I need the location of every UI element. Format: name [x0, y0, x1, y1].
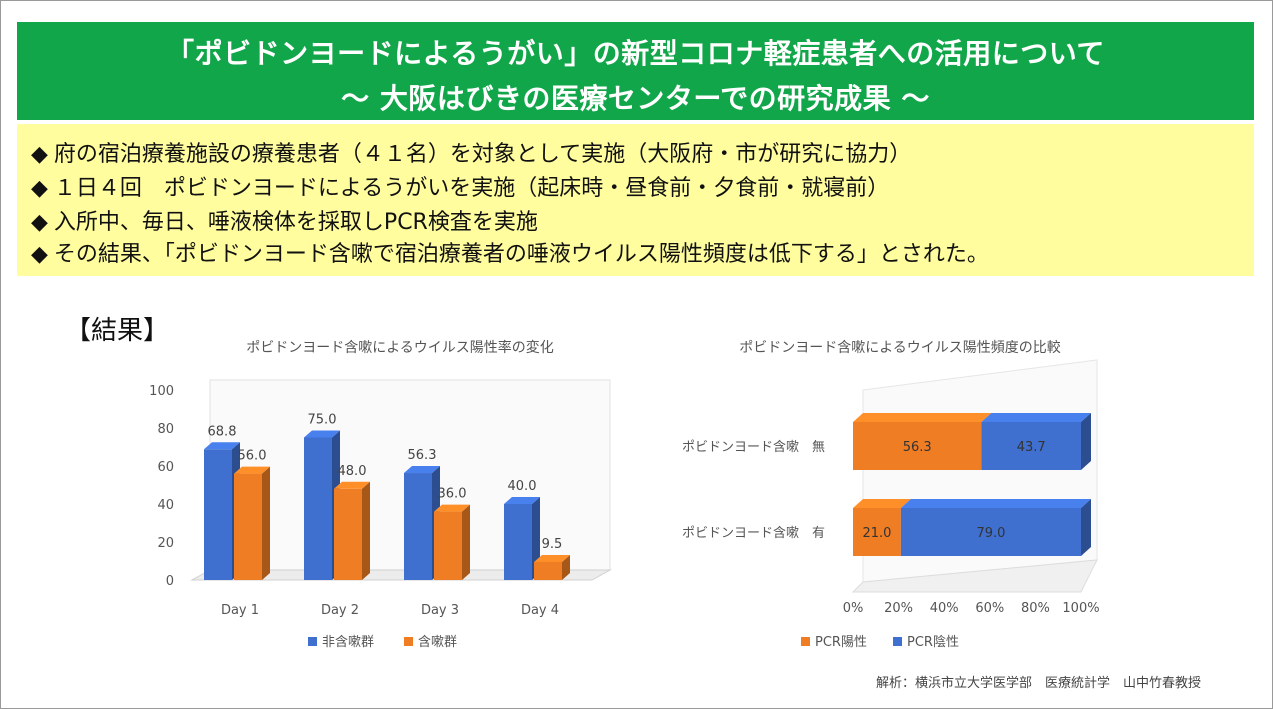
title-banner: 「ポビドンヨードによるうがい」の新型コロナ軽症患者への活用について 〜 大阪はび… — [17, 22, 1254, 120]
x-tick-label: Day 4 — [521, 603, 559, 618]
x-tick-label: 60% — [975, 601, 1004, 616]
y-tick-label: 60 — [157, 460, 174, 475]
segment-pcr-positive — [853, 499, 911, 556]
data-label: 79.0 — [976, 526, 1005, 541]
diamond-icon: ◆ — [31, 242, 48, 267]
legend-swatch — [893, 637, 902, 646]
chart-floor — [851, 559, 1098, 593]
data-label: 68.8 — [208, 424, 237, 439]
y-tick-label: 0 — [166, 574, 174, 589]
data-label: 40.0 — [508, 479, 537, 494]
data-label: 56.0 — [238, 449, 267, 464]
y-tick-label: 80 — [157, 422, 174, 437]
bar-gargle — [534, 554, 570, 580]
legend-swatch — [404, 637, 413, 646]
data-label: 43.7 — [1017, 440, 1046, 455]
data-label: 21.0 — [862, 526, 891, 541]
bullet-text: 入所中、毎日、唾液検体を採取しPCR検査を実施 — [53, 210, 538, 235]
data-label: 56.3 — [903, 440, 932, 455]
legend-label: 含嗽群 — [418, 634, 457, 650]
chart-title: ポビドンヨード含嗽によるウイルス陽性率の変化 — [246, 339, 554, 356]
x-tick-label: Day 3 — [421, 603, 459, 618]
x-tick-label: 100% — [1062, 601, 1099, 616]
bar-non-gargle — [504, 497, 540, 580]
bar-gargle — [234, 466, 270, 580]
bullet-item: ◆ １日４回 ポビドンヨードによるうがいを実施（起床時・昼食前・夕食前・就寝前） — [31, 170, 889, 202]
segment-pcr-negative — [900, 499, 1091, 556]
title-line-2: 〜 大阪はびきの医療センターでの研究成果 〜 — [341, 82, 930, 115]
data-label: 36.0 — [438, 487, 467, 502]
bullet-text: 府の宿泊療養施設の療養患者（４１名）を対象として実施（大阪府・市が研究に協力） — [53, 142, 912, 167]
bullet-item: ◆ 入所中、毎日、唾液検体を採取しPCR検査を実施 — [31, 204, 538, 236]
y-tick-label: 20 — [157, 536, 174, 551]
bullet-text: １日４回 ポビドンヨードによるうがいを実施（起床時・昼食前・夕食前・就寝前） — [53, 176, 890, 201]
bar-gargle — [434, 504, 470, 580]
x-tick-label: Day 2 — [321, 603, 359, 618]
diamond-icon: ◆ — [31, 210, 48, 235]
chart-positivity-comparison: ポビドンヨード含嗽によるウイルス陽性頻度の比較 0% 20% 40% 60% 80% 10… — [682, 340, 1100, 650]
y-category-label: ポビドンヨード含嗽 有 — [682, 525, 825, 541]
y-category-label: ポビドンヨード含嗽 無 — [682, 439, 825, 455]
x-tick-label: 80% — [1021, 601, 1050, 616]
diamond-icon: ◆ — [31, 176, 48, 201]
data-label: 9.5 — [542, 537, 563, 552]
y-tick-label: 100 — [149, 384, 174, 399]
legend-label: 非含嗽群 — [322, 634, 374, 650]
y-tick-label: 40 — [157, 498, 174, 513]
bar-gargle — [334, 481, 370, 580]
chart-title: ポビドンヨード含嗽によるウイルス陽性頻度の比較 — [739, 340, 1061, 356]
bullet-box: ◆ 府の宿泊療養施設の療養患者（４１名）を対象として実施（大阪府・市が研究に協力）… — [17, 124, 1254, 276]
bullet-item: ◆ その結果、「ポビドンヨード含嗽で宿泊療養者の唾液ウイルス陽性頻度は低下する」と… — [31, 236, 989, 268]
chart-positivity-change: ポビドンヨード含嗽によるウイルス陽性率の変化 0 20 40 60 80 100 Day 1… — [149, 339, 612, 650]
segment-pcr-negative — [981, 413, 1091, 470]
bullet-item: ◆ 府の宿泊療養施設の療養患者（４１名）を対象として実施（大阪府・市が研究に協力） — [31, 136, 911, 168]
diamond-icon: ◆ — [31, 142, 48, 167]
segment-pcr-positive — [853, 413, 992, 470]
x-tick-label: 40% — [930, 601, 959, 616]
bullet-text: その結果、「ポビドンヨード含嗽で宿泊療養者の唾液ウイルス陽性頻度は低下する」とさ… — [53, 242, 989, 267]
x-tick-label: 20% — [884, 601, 913, 616]
legend-label: PCR陽性 — [815, 635, 867, 650]
result-label: 【結果】 — [65, 316, 170, 346]
legend-swatch — [308, 637, 317, 646]
analysis-credit: 解析：横浜市立大学医学部 医療統計学 山中竹春教授 — [876, 676, 1202, 691]
x-tick-label: Day 1 — [221, 603, 259, 618]
title-line-1: 「ポビドンヨードによるうがい」の新型コロナ軽症患者への活用について — [166, 37, 1105, 70]
data-label: 75.0 — [308, 413, 337, 428]
legend-label: PCR陰性 — [907, 635, 959, 650]
legend-swatch — [801, 637, 810, 646]
data-label: 48.0 — [338, 464, 367, 479]
x-tick-label: 0% — [843, 601, 864, 616]
data-label: 56.3 — [408, 448, 437, 463]
